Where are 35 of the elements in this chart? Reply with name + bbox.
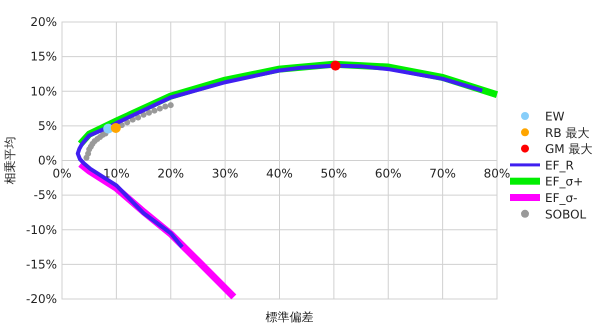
legend-label: EF_R: [545, 158, 574, 172]
legend-label: SOBOL: [545, 207, 587, 222]
legend-label: RB 最大: [545, 126, 590, 140]
point: [156, 106, 163, 112]
point: [151, 108, 158, 114]
point: [330, 60, 341, 71]
y-tick-label: -5%: [34, 188, 57, 202]
x-tick-label: 40%: [266, 166, 293, 180]
y-tick-label: 0%: [38, 154, 57, 168]
x-tick-label: 80%: [484, 166, 510, 180]
x-tick-label: 10%: [103, 166, 130, 180]
y-tick-label: 10%: [30, 84, 57, 98]
legend-label: EF_σ+: [545, 174, 584, 189]
x-tick-label: 70%: [429, 166, 456, 180]
x-tick-label: 50%: [320, 166, 348, 180]
point: [162, 103, 168, 110]
x-tick-label: 60%: [374, 166, 402, 180]
legend-label: EW: [545, 110, 565, 124]
point: [110, 122, 121, 133]
y-tick-label: -15%: [26, 257, 57, 272]
x-tick-label: 20%: [157, 166, 184, 180]
y-tick-label: -10%: [26, 222, 57, 237]
legend-label: GM 最大: [545, 142, 592, 156]
x-axis-title: 標準偏差: [266, 310, 314, 324]
y-tick-label: 5%: [38, 118, 57, 133]
point: [168, 102, 174, 108]
y-tick-label: 20%: [30, 15, 57, 29]
point: [146, 110, 152, 116]
x-tick-label: 30%: [212, 166, 238, 180]
legend-label: EF_σ-: [545, 191, 578, 205]
y-axis-title: 相乗平均: [3, 136, 17, 184]
y-tick-label: -20%: [26, 292, 57, 306]
point: [135, 114, 142, 121]
y-tick-label: 15%: [30, 50, 57, 64]
x-tick-label: 0%: [52, 166, 72, 180]
